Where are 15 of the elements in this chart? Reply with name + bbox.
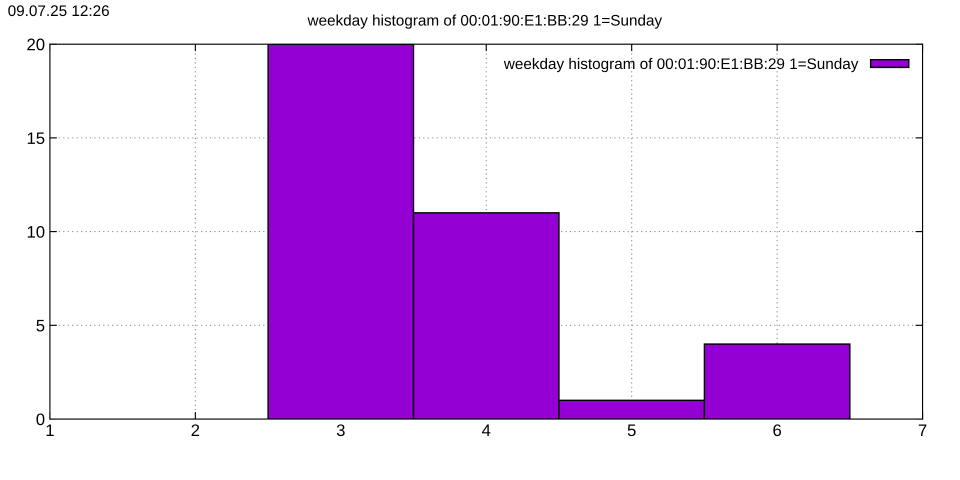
y-tick-label: 15 — [28, 132, 44, 144]
x-tick-label: 7 — [918, 424, 926, 436]
x-tick-label: 4 — [482, 424, 490, 436]
x-tick-label: 2 — [192, 424, 200, 436]
x-tick-label: 5 — [628, 424, 636, 436]
text: 09.07.25 12:26 — [8, 5, 109, 16]
y-tick-label: 0 — [36, 413, 44, 426]
x-tick-label: 1 — [46, 424, 54, 436]
y-tick-label: 5 — [36, 320, 44, 332]
legend-label: weekday histogram of 00:01:90:E1:BB:29 1=Sunday — [504, 58, 858, 72]
x-tick-label: 3 — [336, 424, 345, 436]
y-tick-label: 20 — [27, 38, 44, 50]
chart-title: weekday histogram of 00:01:90:E1:BB:29 1=Sunday — [307, 14, 662, 29]
x-tick-label: 6 — [773, 424, 782, 436]
y-tick-label: 10 — [28, 226, 44, 238]
